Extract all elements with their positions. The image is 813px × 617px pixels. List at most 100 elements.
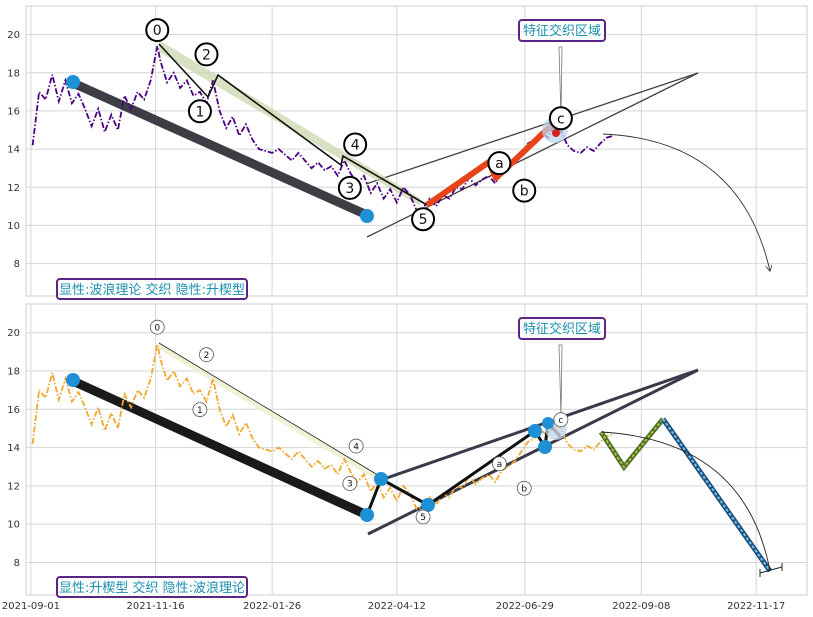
wave-label-text: 3 <box>345 181 354 197</box>
top-wave-labels: 0 1 2 3 4 5 ab c <box>145 18 573 232</box>
wave-label-circle <box>187 99 212 124</box>
bottom-marker-f <box>542 417 554 429</box>
y-tick-label: 12 <box>7 481 20 492</box>
wave-label-circle <box>199 347 214 363</box>
wave-label-circle <box>415 509 431 525</box>
wave-label-circle <box>149 319 165 335</box>
top-wave-down-1 <box>158 43 428 206</box>
wave-label-text: 4 <box>353 442 359 452</box>
wave-label-text: 5 <box>420 513 426 523</box>
y-tick-label: 8 <box>14 558 20 569</box>
wave-label-text: 5 <box>419 212 428 228</box>
top-marker-start <box>66 75 80 89</box>
top-wedge-upper <box>365 72 699 185</box>
wave-label-text: a <box>495 156 504 172</box>
x-tick-label: 2022-01-26 <box>243 601 301 612</box>
bottom-proj-green-inner <box>600 418 664 469</box>
wave-label-circle <box>145 18 170 43</box>
top-label-pointer <box>558 46 563 119</box>
top-waves <box>66 43 770 271</box>
x-tick-label: 2021-11-16 <box>127 601 185 612</box>
top-zone-label: 特征交织区域 <box>518 19 606 42</box>
top-marker-end <box>360 209 374 223</box>
wave-label-circle <box>194 42 219 67</box>
top-channel-shade <box>159 40 420 206</box>
y-tick-label: 16 <box>7 405 20 416</box>
bottom-zone-label-text: 特征交织区域 <box>523 321 601 337</box>
price-series-line <box>31 344 614 510</box>
y-tick-label: 20 <box>7 30 20 41</box>
wave-label-circle <box>548 106 573 131</box>
wave-label-circle <box>342 476 358 491</box>
wave-label-circle <box>337 175 362 200</box>
bottom-marker-start <box>66 373 80 387</box>
top-zone-label-text: 特征交织区域 <box>523 23 601 39</box>
bottom-projection-arc <box>600 431 771 572</box>
y-tick-label: 14 <box>7 443 20 454</box>
bottom-marker-d <box>528 424 542 438</box>
y-tick-label: 10 <box>7 221 20 232</box>
wave-label-text: 3 <box>347 480 353 490</box>
bottom-proj-blue-inner <box>662 418 771 572</box>
wave-label-text: 1 <box>197 406 203 416</box>
x-tick-label: 2022-06-29 <box>496 601 554 612</box>
bottom-label-pointer <box>558 344 563 417</box>
bottom-wedge-upper <box>380 368 699 482</box>
bottom-pattern-label-text: 显性:升楔型 交织 隐性:波浪理论 <box>59 580 245 596</box>
wave-label-circle <box>348 438 364 454</box>
bottom-channel-shade <box>159 343 381 483</box>
wave-label-circle <box>192 402 208 418</box>
wave-label-text: 2 <box>204 351 210 361</box>
wave-label-text: 1 <box>195 104 204 120</box>
bottom-pattern-label: 显性:升楔型 交织 隐性:波浪理论 <box>56 576 248 598</box>
y-tick-label: 8 <box>14 259 20 270</box>
wave-label-text: 0 <box>154 323 160 333</box>
wave-label-circle <box>491 456 507 472</box>
bottom-wave-labels: 0 1 2 3 4 5 a b c <box>149 319 569 525</box>
bottom-series <box>31 344 614 510</box>
x-tick-label: 2021-09-01 <box>2 601 60 612</box>
x-tick-label: 2022-11-17 <box>727 601 785 612</box>
top-pattern-label-text: 显性:波浪理论 交织 隐性:升楔型 <box>59 282 245 298</box>
y-tick-label: 16 <box>7 106 20 117</box>
bottom-marker-b <box>374 472 388 486</box>
bottom-proj-target-tick <box>759 566 783 574</box>
wave-label-circle <box>516 480 532 496</box>
wave-label-text: b <box>521 484 527 494</box>
y-tick-label: 18 <box>7 68 20 79</box>
wave-label-text: 0 <box>153 23 162 39</box>
top-c-dot <box>552 129 560 137</box>
bottom-marker-e <box>538 440 552 454</box>
wave-label-text: c <box>557 111 565 127</box>
wave-label-text: c <box>558 416 563 426</box>
wave-label-circle <box>487 151 512 176</box>
wave-label-text: 4 <box>351 138 360 154</box>
wave-label-text: b <box>520 184 529 200</box>
y-tick-label: 14 <box>7 145 20 156</box>
x-tick-label: 2022-09-08 <box>612 601 670 612</box>
wave-label-circle <box>343 132 368 157</box>
y-tick-label: 18 <box>7 367 20 378</box>
y-tick-label: 12 <box>7 183 20 194</box>
x-tick-label: 2022-04-12 <box>368 601 426 612</box>
wave-label-circle <box>411 207 436 232</box>
wave-label-circle <box>512 178 537 203</box>
bottom-marker-c <box>421 498 435 512</box>
y-tick-label: 20 <box>7 328 20 339</box>
bottom-waves <box>66 344 783 577</box>
bottom-panel <box>25 303 808 596</box>
bottom-channel-edge <box>158 342 382 478</box>
wave-label-text: 2 <box>202 47 211 63</box>
y-tick-label: 10 <box>7 520 20 531</box>
wave-label-text: a <box>497 460 503 470</box>
top-pattern-label: 显性:波浪理论 交织 隐性:升楔型 <box>56 278 248 300</box>
top-panel <box>25 5 808 297</box>
bottom-marker-a <box>360 508 374 522</box>
top-projection-arc <box>602 133 770 271</box>
bottom-zone-label: 特征交织区域 <box>518 317 606 340</box>
grid-layer <box>26 6 807 595</box>
wave-label-circle <box>553 412 569 428</box>
